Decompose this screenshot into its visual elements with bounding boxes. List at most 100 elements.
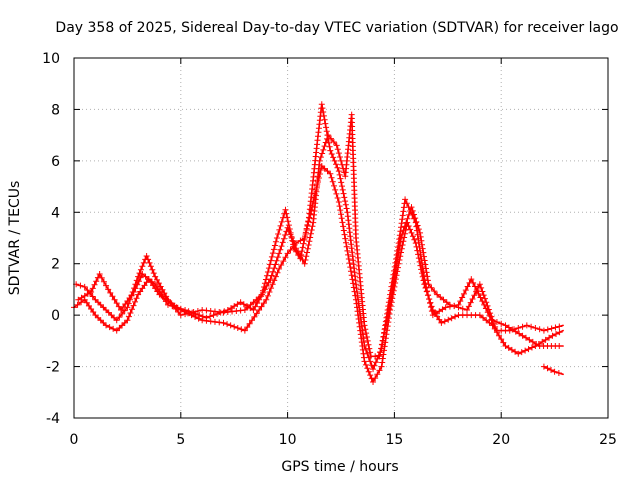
data-point-marker: [411, 236, 418, 243]
data-point-marker: [203, 307, 210, 314]
data-point-marker: [227, 322, 234, 329]
data-point-marker: [261, 286, 268, 293]
data-point-marker: [267, 257, 274, 264]
data-point-marker: [469, 295, 476, 302]
data-point-marker: [361, 343, 368, 349]
data-point-marker: [380, 333, 387, 340]
data-point-marker: [258, 303, 265, 310]
data-point-marker: [483, 317, 490, 324]
x-tick-label: 20: [492, 432, 510, 448]
data-point-marker: [528, 344, 535, 351]
data-point-marker: [321, 116, 328, 123]
data-point-marker: [177, 312, 184, 319]
data-point-marker: [468, 276, 475, 283]
data-point-marker: [137, 274, 144, 281]
data-point-marker: [196, 312, 203, 319]
data-point-marker: [121, 307, 128, 314]
data-point-marker: [177, 305, 184, 312]
y-axis-label: SDTVAR / TECUs: [7, 181, 23, 296]
data-point-marker: [185, 308, 192, 315]
data-point-marker: [290, 238, 297, 245]
data-point-marker: [132, 285, 139, 292]
data-point-marker: [143, 253, 150, 259]
grid-lines: [74, 58, 608, 418]
data-point-marker: [146, 259, 153, 266]
data-point-marker: [321, 143, 328, 150]
data-point-marker: [195, 315, 202, 322]
data-point-marker: [519, 332, 526, 339]
data-point-marker: [471, 283, 478, 290]
data-point-marker: [103, 282, 110, 289]
data-point-marker: [476, 312, 483, 319]
data-point-marker: [512, 328, 519, 335]
data-point-marker: [389, 286, 396, 293]
data-point-marker: [84, 290, 91, 297]
data-point-marker: [264, 268, 271, 275]
data-point-marker: [328, 135, 335, 142]
data-point-marker: [386, 305, 393, 312]
data-point-marker: [359, 327, 366, 334]
data-point-marker: [420, 249, 427, 256]
data-point-marker: [488, 313, 495, 320]
data-point-marker: [428, 284, 435, 291]
data-point-marker: [540, 327, 547, 334]
data-point-marker: [364, 365, 371, 372]
data-point-marker: [439, 306, 446, 313]
data-point-marker: [100, 304, 107, 311]
data-point-marker: [317, 154, 324, 161]
data-point-marker: [480, 292, 487, 299]
data-point-marker: [156, 288, 163, 295]
data-point-marker: [451, 303, 458, 310]
data-point-marker: [93, 278, 100, 285]
data-point-marker: [221, 308, 228, 315]
data-point-marker: [338, 179, 345, 186]
data-point-marker: [356, 308, 363, 315]
chart-title: Day 358 of 2025, Sidereal Day-to-day VTE…: [55, 20, 618, 36]
data-point-marker: [280, 235, 287, 242]
data-point-marker: [105, 286, 112, 293]
data-point-marker: [247, 305, 254, 312]
data-point-marker: [284, 250, 291, 257]
data-point-marker: [346, 260, 353, 267]
data-point-marker: [272, 261, 279, 268]
data-point-marker: [107, 289, 114, 296]
data-point-marker: [487, 310, 494, 317]
data-point-marker: [279, 239, 286, 246]
data-point-marker: [465, 303, 472, 310]
data-point-marker: [273, 235, 280, 241]
data-point-marker: [397, 235, 404, 241]
data-point-marker: [250, 307, 257, 313]
data-point-marker: [342, 235, 349, 242]
data-point-marker: [429, 312, 436, 319]
data-point-marker: [263, 296, 270, 303]
data-point-marker: [467, 299, 474, 306]
data-point-marker: [216, 319, 223, 326]
data-point-marker: [301, 260, 308, 267]
data-point-marker: [326, 143, 333, 150]
data-point-marker: [265, 265, 272, 272]
data-point-marker: [334, 194, 341, 201]
data-point-marker: [327, 147, 334, 154]
y-tick-label: 4: [51, 205, 60, 221]
data-point-marker: [275, 230, 282, 237]
data-point-marker: [136, 270, 143, 277]
data-point-marker: [392, 270, 399, 277]
data-point-marker: [370, 366, 377, 373]
data-point-marker: [425, 292, 432, 299]
data-point-marker: [152, 273, 159, 280]
data-point-marker: [264, 292, 271, 299]
data-point-marker: [113, 300, 120, 307]
data-point-marker: [237, 307, 244, 314]
series-track: [73, 165, 564, 383]
data-point-marker: [387, 301, 394, 308]
data-point-marker: [548, 367, 555, 373]
data-point-marker: [358, 323, 365, 330]
data-point-marker: [320, 109, 327, 115]
data-point-marker: [528, 323, 535, 330]
data-point-marker: [371, 362, 378, 369]
data-point-marker: [318, 101, 325, 108]
data-point-marker: [325, 132, 332, 139]
y-tick-label: 8: [51, 102, 60, 118]
data-point-marker: [259, 289, 266, 296]
data-point-marker: [353, 285, 360, 292]
